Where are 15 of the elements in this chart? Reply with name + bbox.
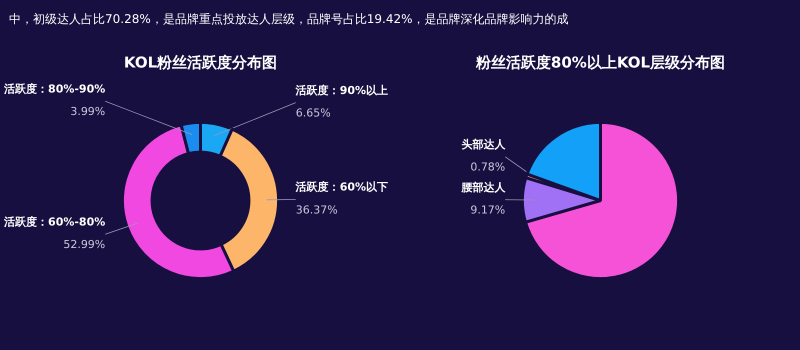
chart-title: KOL粉丝活跃度分布图 — [124, 53, 278, 72]
slice-label: 活跃度：80%-90% — [3, 82, 106, 96]
slice-label: 活跃度：60%以下 — [294, 180, 388, 194]
slice-label: 头部达人 — [461, 138, 506, 152]
data-label: 3.99% — [70, 105, 106, 118]
data-label: 0.78% — [470, 160, 506, 174]
slice-label: 腰部达人 — [460, 180, 506, 194]
slice-label: 活跃度：90%以上 — [294, 84, 388, 97]
slice-label: 活跃度：60%-80% — [3, 216, 106, 229]
chart-title: 粉丝活跃度80%以上KOL层级分布图 — [474, 53, 726, 72]
text: 中，初级达人占比70.28%，是品牌重点投放达人层级，品牌号占比19.42%，是品牌深化品牌影响力的成 — [9, 11, 569, 28]
data-label: 9.17% — [470, 204, 506, 217]
data-label: 6.65% — [296, 106, 331, 120]
data-label: 52.99% — [63, 238, 106, 252]
data-label: 36.37% — [296, 203, 338, 216]
